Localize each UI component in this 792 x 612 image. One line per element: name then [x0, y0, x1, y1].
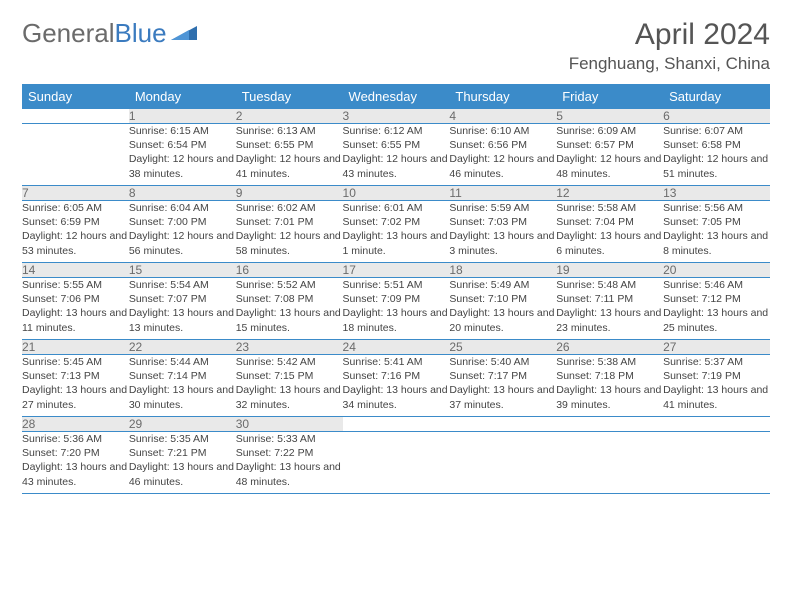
day-number-cell: 7 [22, 186, 129, 201]
weekday-header: Wednesday [343, 84, 450, 109]
day-number-cell: 10 [343, 186, 450, 201]
day-number-cell: 15 [129, 263, 236, 278]
day-number-cell: 26 [556, 340, 663, 355]
brand-part2: Blue [115, 18, 167, 49]
day-detail-cell: Sunrise: 5:51 AMSunset: 7:09 PMDaylight:… [343, 278, 450, 340]
location-text: Fenghuang, Shanxi, China [569, 54, 770, 74]
day-number-cell: 11 [449, 186, 556, 201]
day-detail-cell: Sunrise: 6:12 AMSunset: 6:55 PMDaylight:… [343, 124, 450, 186]
day-number-cell [343, 417, 450, 432]
day-number-cell: 3 [343, 109, 450, 124]
day-number-cell: 2 [236, 109, 343, 124]
day-detail-cell: Sunrise: 5:54 AMSunset: 7:07 PMDaylight:… [129, 278, 236, 340]
day-number-cell [663, 417, 770, 432]
day-number-cell: 27 [663, 340, 770, 355]
weekday-header: Saturday [663, 84, 770, 109]
day-detail-cell [343, 432, 450, 494]
day-number-row: 282930 [22, 417, 770, 432]
day-detail-cell: Sunrise: 5:48 AMSunset: 7:11 PMDaylight:… [556, 278, 663, 340]
day-number-row: 14151617181920 [22, 263, 770, 278]
day-number-cell: 13 [663, 186, 770, 201]
weekday-header: Thursday [449, 84, 556, 109]
day-number-cell: 17 [343, 263, 450, 278]
day-detail-cell: Sunrise: 5:37 AMSunset: 7:19 PMDaylight:… [663, 355, 770, 417]
day-detail-cell: Sunrise: 6:10 AMSunset: 6:56 PMDaylight:… [449, 124, 556, 186]
day-number-cell [449, 417, 556, 432]
weekday-header-row: Sunday Monday Tuesday Wednesday Thursday… [22, 84, 770, 109]
day-detail-cell: Sunrise: 5:36 AMSunset: 7:20 PMDaylight:… [22, 432, 129, 494]
day-detail-cell [449, 432, 556, 494]
day-number-cell: 14 [22, 263, 129, 278]
day-number-cell [556, 417, 663, 432]
day-number-row: 78910111213 [22, 186, 770, 201]
day-detail-row: Sunrise: 6:05 AMSunset: 6:59 PMDaylight:… [22, 201, 770, 263]
day-number-row: 123456 [22, 109, 770, 124]
day-detail-cell: Sunrise: 5:35 AMSunset: 7:21 PMDaylight:… [129, 432, 236, 494]
day-number-cell: 4 [449, 109, 556, 124]
day-detail-cell: Sunrise: 5:38 AMSunset: 7:18 PMDaylight:… [556, 355, 663, 417]
day-number-cell: 30 [236, 417, 343, 432]
day-detail-cell: Sunrise: 6:02 AMSunset: 7:01 PMDaylight:… [236, 201, 343, 263]
day-detail-cell: Sunrise: 6:07 AMSunset: 6:58 PMDaylight:… [663, 124, 770, 186]
day-detail-cell: Sunrise: 5:52 AMSunset: 7:08 PMDaylight:… [236, 278, 343, 340]
weekday-header: Monday [129, 84, 236, 109]
brand-part1: General [22, 18, 115, 49]
day-detail-cell: Sunrise: 6:13 AMSunset: 6:55 PMDaylight:… [236, 124, 343, 186]
day-detail-row: Sunrise: 5:36 AMSunset: 7:20 PMDaylight:… [22, 432, 770, 494]
day-number-cell: 21 [22, 340, 129, 355]
day-detail-row: Sunrise: 5:55 AMSunset: 7:06 PMDaylight:… [22, 278, 770, 340]
weekday-header: Tuesday [236, 84, 343, 109]
day-detail-cell [663, 432, 770, 494]
day-detail-cell: Sunrise: 6:05 AMSunset: 6:59 PMDaylight:… [22, 201, 129, 263]
day-detail-cell: Sunrise: 5:45 AMSunset: 7:13 PMDaylight:… [22, 355, 129, 417]
weekday-header: Sunday [22, 84, 129, 109]
day-number-cell: 25 [449, 340, 556, 355]
day-number-cell: 28 [22, 417, 129, 432]
day-number-cell: 8 [129, 186, 236, 201]
day-detail-cell: Sunrise: 5:55 AMSunset: 7:06 PMDaylight:… [22, 278, 129, 340]
day-number-cell: 12 [556, 186, 663, 201]
day-detail-cell [556, 432, 663, 494]
day-detail-cell: Sunrise: 5:44 AMSunset: 7:14 PMDaylight:… [129, 355, 236, 417]
calendar-body: 123456Sunrise: 6:15 AMSunset: 6:54 PMDay… [22, 109, 770, 494]
day-detail-cell: Sunrise: 5:56 AMSunset: 7:05 PMDaylight:… [663, 201, 770, 263]
day-number-cell: 5 [556, 109, 663, 124]
day-number-cell: 24 [343, 340, 450, 355]
day-number-cell: 20 [663, 263, 770, 278]
day-number-cell: 22 [129, 340, 236, 355]
day-detail-cell: Sunrise: 5:49 AMSunset: 7:10 PMDaylight:… [449, 278, 556, 340]
calendar-table: Sunday Monday Tuesday Wednesday Thursday… [22, 84, 770, 494]
weekday-header: Friday [556, 84, 663, 109]
day-detail-cell: Sunrise: 5:58 AMSunset: 7:04 PMDaylight:… [556, 201, 663, 263]
day-detail-cell: Sunrise: 6:09 AMSunset: 6:57 PMDaylight:… [556, 124, 663, 186]
title-block: April 2024 Fenghuang, Shanxi, China [569, 18, 770, 74]
day-detail-row: Sunrise: 6:15 AMSunset: 6:54 PMDaylight:… [22, 124, 770, 186]
day-detail-cell: Sunrise: 5:40 AMSunset: 7:17 PMDaylight:… [449, 355, 556, 417]
day-detail-cell: Sunrise: 5:46 AMSunset: 7:12 PMDaylight:… [663, 278, 770, 340]
brand-logo: GeneralBlue [22, 18, 201, 49]
day-number-cell: 18 [449, 263, 556, 278]
day-number-cell [22, 109, 129, 124]
day-detail-cell: Sunrise: 5:59 AMSunset: 7:03 PMDaylight:… [449, 201, 556, 263]
logo-triangle-icon [171, 18, 201, 49]
header: GeneralBlue April 2024 Fenghuang, Shanxi… [22, 18, 770, 74]
day-number-cell: 29 [129, 417, 236, 432]
month-title: April 2024 [569, 18, 770, 52]
day-detail-cell [22, 124, 129, 186]
day-number-cell: 1 [129, 109, 236, 124]
day-number-cell: 23 [236, 340, 343, 355]
day-detail-cell: Sunrise: 5:42 AMSunset: 7:15 PMDaylight:… [236, 355, 343, 417]
day-detail-cell: Sunrise: 6:15 AMSunset: 6:54 PMDaylight:… [129, 124, 236, 186]
day-number-cell: 9 [236, 186, 343, 201]
day-number-cell: 16 [236, 263, 343, 278]
day-detail-cell: Sunrise: 6:01 AMSunset: 7:02 PMDaylight:… [343, 201, 450, 263]
day-number-row: 21222324252627 [22, 340, 770, 355]
day-detail-row: Sunrise: 5:45 AMSunset: 7:13 PMDaylight:… [22, 355, 770, 417]
day-detail-cell: Sunrise: 5:33 AMSunset: 7:22 PMDaylight:… [236, 432, 343, 494]
day-number-cell: 6 [663, 109, 770, 124]
day-detail-cell: Sunrise: 5:41 AMSunset: 7:16 PMDaylight:… [343, 355, 450, 417]
day-number-cell: 19 [556, 263, 663, 278]
day-detail-cell: Sunrise: 6:04 AMSunset: 7:00 PMDaylight:… [129, 201, 236, 263]
